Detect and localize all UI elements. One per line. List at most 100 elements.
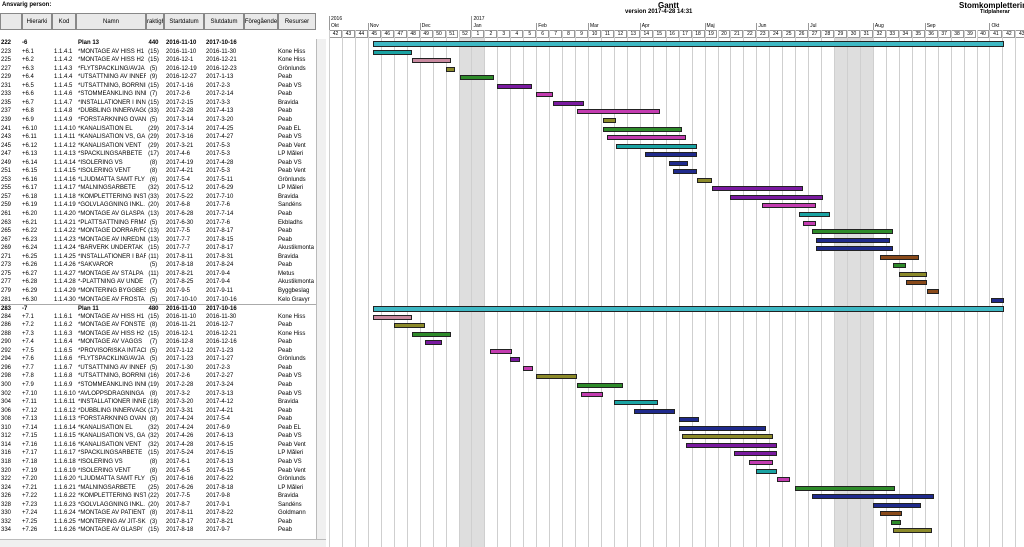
column-header[interactable]: Föregående (244, 13, 278, 30)
table-row[interactable]: 292 +7.5 1.1.6.5 *PROVISORISKA INTÄCK (5) 201… (0, 347, 316, 356)
horizontal-scrollbar[interactable] (0, 539, 326, 547)
table-row[interactable]: 231 +6.5 1.1.4.5 *UTSÄTTNING, BORRNIN (15) 20… (0, 82, 316, 91)
task-bar[interactable] (523, 365, 533, 371)
table-row[interactable]: 259 +6.19 1.1.4.19 *GOLVLÄGGNING INKL. (20) 2… (0, 201, 316, 210)
task-bar[interactable] (613, 400, 659, 406)
task-bar[interactable] (412, 331, 452, 337)
table-row[interactable]: 324 +7.21 1.1.6.21 *MÅLNINGSARBETE (25) 2017-… (0, 484, 316, 493)
table-row[interactable]: 237 +6.8 1.1.4.8 *DUBBLING INNERVÄGG (33) 201… (0, 107, 316, 116)
table-row[interactable]: 312 +7.15 1.1.6.15 *KANALISATION VS, GA (32)… (0, 432, 316, 441)
column-header[interactable]: Kod (52, 13, 76, 30)
task-bar[interactable] (393, 323, 426, 329)
table-row[interactable]: 233 +6.6 1.1.4.6 *STOMMEÅNKLING INNE (7) 2017… (0, 90, 316, 99)
table-row[interactable]: 334 +7.26 1.1.6.26 *MONTAGE AV GLASP/ (15) 20… (0, 526, 316, 535)
task-bar[interactable] (602, 126, 683, 132)
task-bar[interactable] (615, 143, 698, 149)
table-row[interactable]: 239 +6.9 1.1.4.9 *FÖRSTÄRKNING OVAN (5) 2017-… (0, 116, 316, 125)
task-bar[interactable] (606, 135, 687, 141)
summary-bar[interactable] (373, 306, 1005, 313)
task-bar[interactable] (645, 152, 698, 158)
table-row[interactable]: 225 +6.2 1.1.4.2 *MONTAGE AV HISS H2 (15) 201… (0, 56, 316, 65)
task-bar[interactable] (536, 92, 553, 98)
column-header[interactable]: Startdatum (164, 13, 204, 30)
table-row[interactable]: 253 +6.16 1.1.4.16 *LJUDMATTA SAMT FLY (6) 20… (0, 176, 316, 185)
task-bar[interactable] (802, 220, 816, 226)
task-bar[interactable] (734, 451, 777, 457)
table-row[interactable]: 302 +7.10 1.1.6.10 *AVLOPPSDRAGNINGA (8) 2017… (0, 390, 316, 399)
task-bar[interactable] (678, 417, 699, 423)
table-row[interactable]: 267 +6.23 1.1.4.23 *MONTAGE AV INREDNI (13) 2… (0, 236, 316, 245)
column-header[interactable]: Slutdatum (204, 13, 244, 30)
table-row[interactable]: 243 +6.11 1.1.4.11 *KANALISATION VS, GA (29)… (0, 133, 316, 142)
task-bar[interactable] (536, 374, 577, 380)
task-bar[interactable] (576, 383, 624, 388)
task-bar[interactable] (425, 340, 442, 346)
table-row[interactable]: 247 +6.13 1.1.4.13 *SPACKLINGSARBETE (17) 201… (0, 150, 316, 159)
table-row[interactable]: 290 +7.4 1.1.6.4 *MONTAGE AV VÄGGS (7) 2016-1… (0, 338, 316, 347)
table-row[interactable]: 296 +7.7 1.1.6.7 *UTSÄTTNING AV INNER (5) 201… (0, 364, 316, 373)
task-bar[interactable] (880, 511, 903, 517)
column-header[interactable]: Varaktighet (146, 13, 164, 30)
task-bar[interactable] (602, 117, 616, 123)
task-bar[interactable] (730, 194, 823, 200)
table-row[interactable]: 294 +7.6 1.1.6.6 *FLYTSPACKLING/AVJÄ (5) 2017… (0, 355, 316, 364)
table-row[interactable]: 310 +7.14 1.1.6.14 *KANALISATION EL (32) 2017… (0, 424, 316, 433)
task-bar[interactable] (445, 66, 455, 72)
table-row[interactable]: 314 +7.16 1.1.6.16 *KANALISATION VENT (32) 20… (0, 441, 316, 450)
table-row[interactable]: 275 +6.27 1.1.4.27 *MONTAGE AV STÅLPA (11) 20… (0, 270, 316, 279)
task-bar[interactable] (872, 502, 921, 508)
vertical-scrollbar[interactable] (316, 39, 326, 539)
column-header[interactable]: Namn (76, 13, 146, 30)
task-bar[interactable] (673, 169, 698, 175)
task-bar[interactable] (489, 348, 513, 354)
table-row[interactable]: 261 +6.20 1.1.4.20 *MONTAGE AV GLASPA (13) 20… (0, 210, 316, 219)
task-bar[interactable] (497, 83, 533, 89)
table-row[interactable]: 263 +6.21 1.1.4.21 *PLATTSÄTTNING FRMÅ (5) 20… (0, 219, 316, 228)
task-bar[interactable] (776, 477, 790, 483)
table-row[interactable]: 330 +7.24 1.1.6.24 *MONTAGE AV PATIENT (8) 20… (0, 509, 316, 518)
task-bar[interactable] (580, 391, 603, 397)
table-row[interactable]: 223 +6.1 1.1.4.1 *MONTAGE AV HISS H1 (15) 201… (0, 48, 316, 57)
task-bar[interactable] (669, 160, 688, 166)
task-bar[interactable] (686, 442, 777, 448)
table-row[interactable]: 241 +6.10 1.1.4.10 *KANALISATION EL (29) 2017… (0, 125, 316, 134)
table-row[interactable]: 284 +7.1 1.1.6.1 *MONTAGE AV HISS H1 (15) 201… (0, 313, 316, 322)
column-header[interactable]: Hierarki (22, 13, 52, 30)
task-bar[interactable] (373, 49, 413, 55)
table-row[interactable]: 229 +6.4 1.1.4.4 *UTSÄTTNING AV INNER (9) 201… (0, 73, 316, 82)
task-bar[interactable] (991, 297, 1005, 303)
table-row[interactable]: 265 +6.22 1.1.4.22 *MONTAGE DÖRRAR/FÖ (13) 20… (0, 227, 316, 236)
table-row[interactable]: 227 +6.3 1.1.4.3 *FLYTSPACKLING/AVJÄ (5) 2016… (0, 65, 316, 74)
table-row[interactable]: 328 +7.23 1.1.6.23 *GOLVLÄGGNING INKL. (20) 2… (0, 501, 316, 510)
table-row[interactable]: 298 +7.8 1.1.6.8 *UTSÄTTNING, BORRNIN (16) 20… (0, 372, 316, 381)
table-row[interactable]: 316 +7.17 1.1.6.17 *SPACKLINGSARBETE (15) 201… (0, 449, 316, 458)
task-bar[interactable] (412, 58, 452, 64)
task-bar[interactable] (711, 186, 803, 192)
table-row[interactable]: 286 +7.2 1.1.6.2 *MONTAGE AV FÖNSTE (8) 2016-… (0, 321, 316, 330)
task-bar[interactable] (795, 485, 896, 491)
task-bar[interactable] (576, 109, 661, 115)
task-bar[interactable] (815, 237, 890, 243)
table-row[interactable]: 300 +7.9 1.1.6.9 *STOMMEÅNKLING INNE (19) 201… (0, 381, 316, 390)
task-bar[interactable] (880, 254, 920, 260)
table-row[interactable]: 288 +7.3 1.1.6.3 *MONTAGE AV HISS H2 (15) 201… (0, 330, 316, 339)
group-row[interactable]: 222 -6 Plan 13 440 2016-11-10 2017-10-16 (0, 39, 316, 48)
group-row[interactable]: 283 -7 Plan 11 480 2016-11-10 2017-10-16 (0, 304, 316, 314)
task-bar[interactable] (748, 459, 773, 465)
table-row[interactable]: 281 +6.30 1.1.4.30 *MONTAGE AV FROSTA (5) 201… (0, 296, 316, 305)
task-bar[interactable] (798, 212, 831, 217)
task-bar[interactable] (682, 434, 773, 440)
table-row[interactable]: 304 +7.11 1.1.6.11 *INSTALLATIONER INNE (18)… (0, 398, 316, 407)
task-bar[interactable] (926, 288, 940, 294)
table-row[interactable]: 308 +7.13 1.1.6.13 *FÖRSTÄRKNING OVAN (8) 201… (0, 415, 316, 424)
task-bar[interactable] (811, 494, 934, 500)
summary-bar[interactable] (373, 41, 1005, 47)
table-row[interactable]: 318 +7.18 1.1.6.18 *ISOLERING VS (8) 2017-6-1… (0, 458, 316, 467)
table-row[interactable]: 326 +7.22 1.1.6.22 *KOMPLETTERING INSTA (22)… (0, 492, 316, 501)
table-row[interactable]: 322 +7.20 1.1.6.20 *LJUDMATTA SAMT FLY (5) 20… (0, 475, 316, 484)
task-bar[interactable] (893, 263, 907, 269)
task-bar[interactable] (373, 314, 413, 320)
task-bar[interactable] (697, 177, 712, 183)
table-row[interactable]: 235 +6.7 1.1.4.7 *INSTALLATIONER I INN (15) 2… (0, 99, 316, 108)
table-row[interactable]: 249 +6.14 1.1.4.14 *ISOLERING VS (8) 2017-4-1… (0, 159, 316, 168)
